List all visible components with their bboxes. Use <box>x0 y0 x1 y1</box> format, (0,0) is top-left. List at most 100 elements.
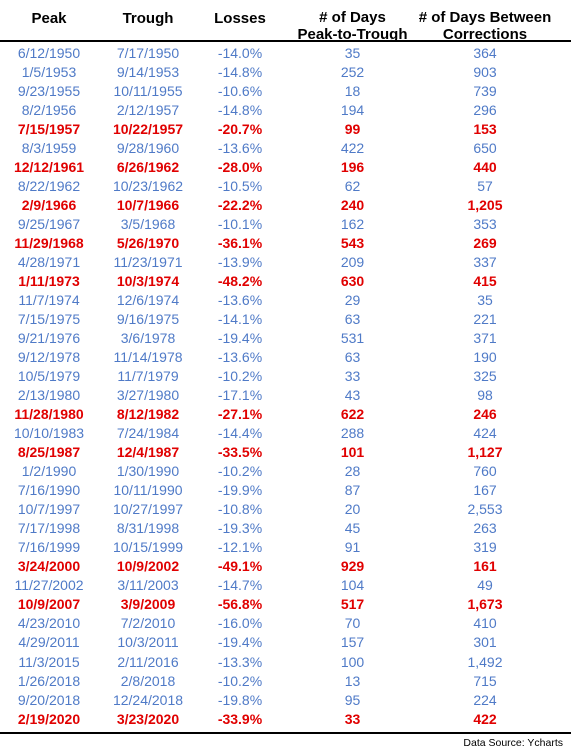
table-row: 7/16/1990 10/11/1990 -19.9% 87 167 <box>0 481 571 500</box>
cell-days-between: 337 <box>473 254 497 271</box>
cell-loss: -19.8% <box>217 691 263 708</box>
cell-days-peak-to-trough: 630 <box>340 273 365 290</box>
cell-peak: 10/7/1997 <box>17 501 81 518</box>
cell-trough: 2/11/2016 <box>117 653 179 670</box>
cell-days-peak-to-trough: 63 <box>344 311 361 328</box>
cell-peak: 2/13/1980 <box>17 387 81 404</box>
header-days-peak-to-trough: # of Days Peak-to-Trough <box>270 9 435 43</box>
cell-trough: 7/17/1950 <box>116 45 180 61</box>
cell-days-peak-to-trough: 20 <box>344 501 361 518</box>
cell-days-between: 1,673 <box>467 596 503 613</box>
cell-loss: -10.2% <box>217 463 263 480</box>
cell-days-peak-to-trough: 29 <box>344 292 361 309</box>
cell-days-peak-to-trough: 62 <box>344 178 361 195</box>
cell-peak: 7/16/1990 <box>17 482 81 499</box>
cell-trough: 3/6/1978 <box>120 330 176 347</box>
header-days-line2: Peak-to-Trough <box>297 26 408 43</box>
cell-days-peak-to-trough: 101 <box>340 444 365 461</box>
cell-days-between: 1,492 <box>467 653 503 670</box>
cell-peak: 1/5/1953 <box>21 64 77 81</box>
cell-days-between: 1,127 <box>467 444 503 461</box>
table-row: 2/9/1966 10/7/1966 -22.2% 240 1,205 <box>0 196 571 215</box>
cell-loss: -19.9% <box>217 482 263 499</box>
cell-loss: -17.1% <box>217 387 263 404</box>
table-row: 1/5/1953 9/14/1953 -14.8% 252 903 <box>0 63 571 82</box>
cell-trough: 10/7/1966 <box>116 197 180 214</box>
cell-trough: 3/27/1980 <box>116 387 180 404</box>
cell-days-between: 415 <box>473 273 497 290</box>
cell-days-peak-to-trough: 162 <box>340 216 365 233</box>
table-row: 1/2/1990 1/30/1990 -10.2% 28 760 <box>0 462 571 481</box>
cell-days-between: 650 <box>473 140 497 157</box>
table-row: 11/27/2002 3/11/2003 -14.7% 104 49 <box>0 576 571 595</box>
corrections-table: Peak Trough Losses # of Days Peak-to-Tro… <box>0 0 571 727</box>
cell-peak: 2/19/2020 <box>17 710 81 727</box>
cell-days-peak-to-trough: 209 <box>340 254 365 271</box>
cell-trough: 7/24/1984 <box>116 425 180 442</box>
cell-loss: -14.7% <box>217 577 263 594</box>
cell-peak: 8/3/1959 <box>21 140 77 157</box>
table-row: 11/3/2015 2/11/2016 -13.3% 100 1,492 <box>0 653 571 672</box>
table-row: 4/29/2011 10/3/2011 -19.4% 157 301 <box>0 633 571 652</box>
cell-loss: -14.8% <box>217 102 263 119</box>
cell-loss: -13.6% <box>217 292 263 309</box>
cell-loss: -22.2% <box>217 197 263 214</box>
cell-days-peak-to-trough: 543 <box>340 235 365 252</box>
cell-peak: 10/10/1983 <box>13 425 85 442</box>
table-row: 10/10/1983 7/24/1984 -14.4% 288 424 <box>0 424 571 443</box>
cell-trough: 10/11/1955 <box>113 83 183 100</box>
cell-days-peak-to-trough: 35 <box>344 45 361 61</box>
cell-loss: -13.3% <box>217 653 263 670</box>
table-row: 11/7/1974 12/6/1974 -13.6% 29 35 <box>0 291 571 310</box>
cell-loss: -10.6% <box>217 83 263 100</box>
cell-peak: 1/26/2018 <box>17 672 81 689</box>
cell-days-peak-to-trough: 100 <box>340 653 365 670</box>
header-between-line1: # of Days Between <box>418 9 552 26</box>
cell-loss: -19.4% <box>217 330 263 347</box>
table-row: 6/12/1950 7/17/1950 -14.0% 35 364 <box>0 44 571 63</box>
cell-trough: 10/15/1999 <box>112 539 184 556</box>
cell-trough: 7/2/2010 <box>120 615 176 632</box>
cell-days-between: 903 <box>473 64 497 81</box>
cell-peak: 11/27/2002 <box>14 577 84 594</box>
table-row: 3/24/2000 10/9/2002 -49.1% 929 161 <box>0 557 571 576</box>
cell-peak: 11/28/1980 <box>14 406 84 423</box>
cell-trough: 9/28/1960 <box>116 140 180 157</box>
cell-days-peak-to-trough: 252 <box>340 64 365 81</box>
cell-loss: -20.7% <box>217 121 263 138</box>
cell-days-between: 422 <box>473 710 497 727</box>
cell-days-between: 49 <box>477 577 493 594</box>
cell-days-between: 715 <box>473 672 497 689</box>
cell-days-between: 190 <box>473 349 497 366</box>
cell-trough: 3/23/2020 <box>116 710 180 727</box>
cell-loss: -28.0% <box>217 159 263 176</box>
cell-trough: 2/12/1957 <box>116 102 180 119</box>
cell-peak: 7/16/1999 <box>17 539 81 556</box>
cell-loss: -19.3% <box>217 520 263 537</box>
cell-trough: 10/11/1990 <box>113 482 183 499</box>
cell-peak: 7/15/1975 <box>17 311 81 328</box>
cell-days-between: 371 <box>473 330 497 347</box>
cell-peak: 9/20/2018 <box>17 691 81 708</box>
cell-peak: 11/7/1974 <box>18 292 80 309</box>
cell-trough: 2/8/2018 <box>120 672 176 689</box>
cell-peak: 3/24/2000 <box>17 558 81 575</box>
cell-days-peak-to-trough: 531 <box>340 330 365 347</box>
table-row: 1/26/2018 2/8/2018 -10.2% 13 715 <box>0 672 571 691</box>
cell-trough: 10/9/2002 <box>116 558 180 575</box>
table-row: 7/15/1975 9/16/1975 -14.1% 63 221 <box>0 310 571 329</box>
cell-peak: 1/2/1990 <box>21 463 77 480</box>
cell-peak: 10/9/2007 <box>17 596 81 613</box>
cell-days-peak-to-trough: 33 <box>344 368 361 385</box>
cell-peak: 8/2/1956 <box>21 102 77 119</box>
cell-peak: 7/17/1998 <box>17 520 81 537</box>
cell-loss: -48.2% <box>217 273 263 290</box>
cell-peak: 12/12/1961 <box>13 159 85 176</box>
table-row: 9/25/1967 3/5/1968 -10.1% 162 353 <box>0 215 571 234</box>
cell-peak: 2/9/1966 <box>21 197 77 214</box>
cell-days-between: 319 <box>473 539 497 556</box>
footer-divider <box>0 732 571 734</box>
cell-days-between: 35 <box>477 292 493 309</box>
cell-loss: -36.1% <box>217 235 263 252</box>
cell-days-between: 153 <box>473 121 497 138</box>
